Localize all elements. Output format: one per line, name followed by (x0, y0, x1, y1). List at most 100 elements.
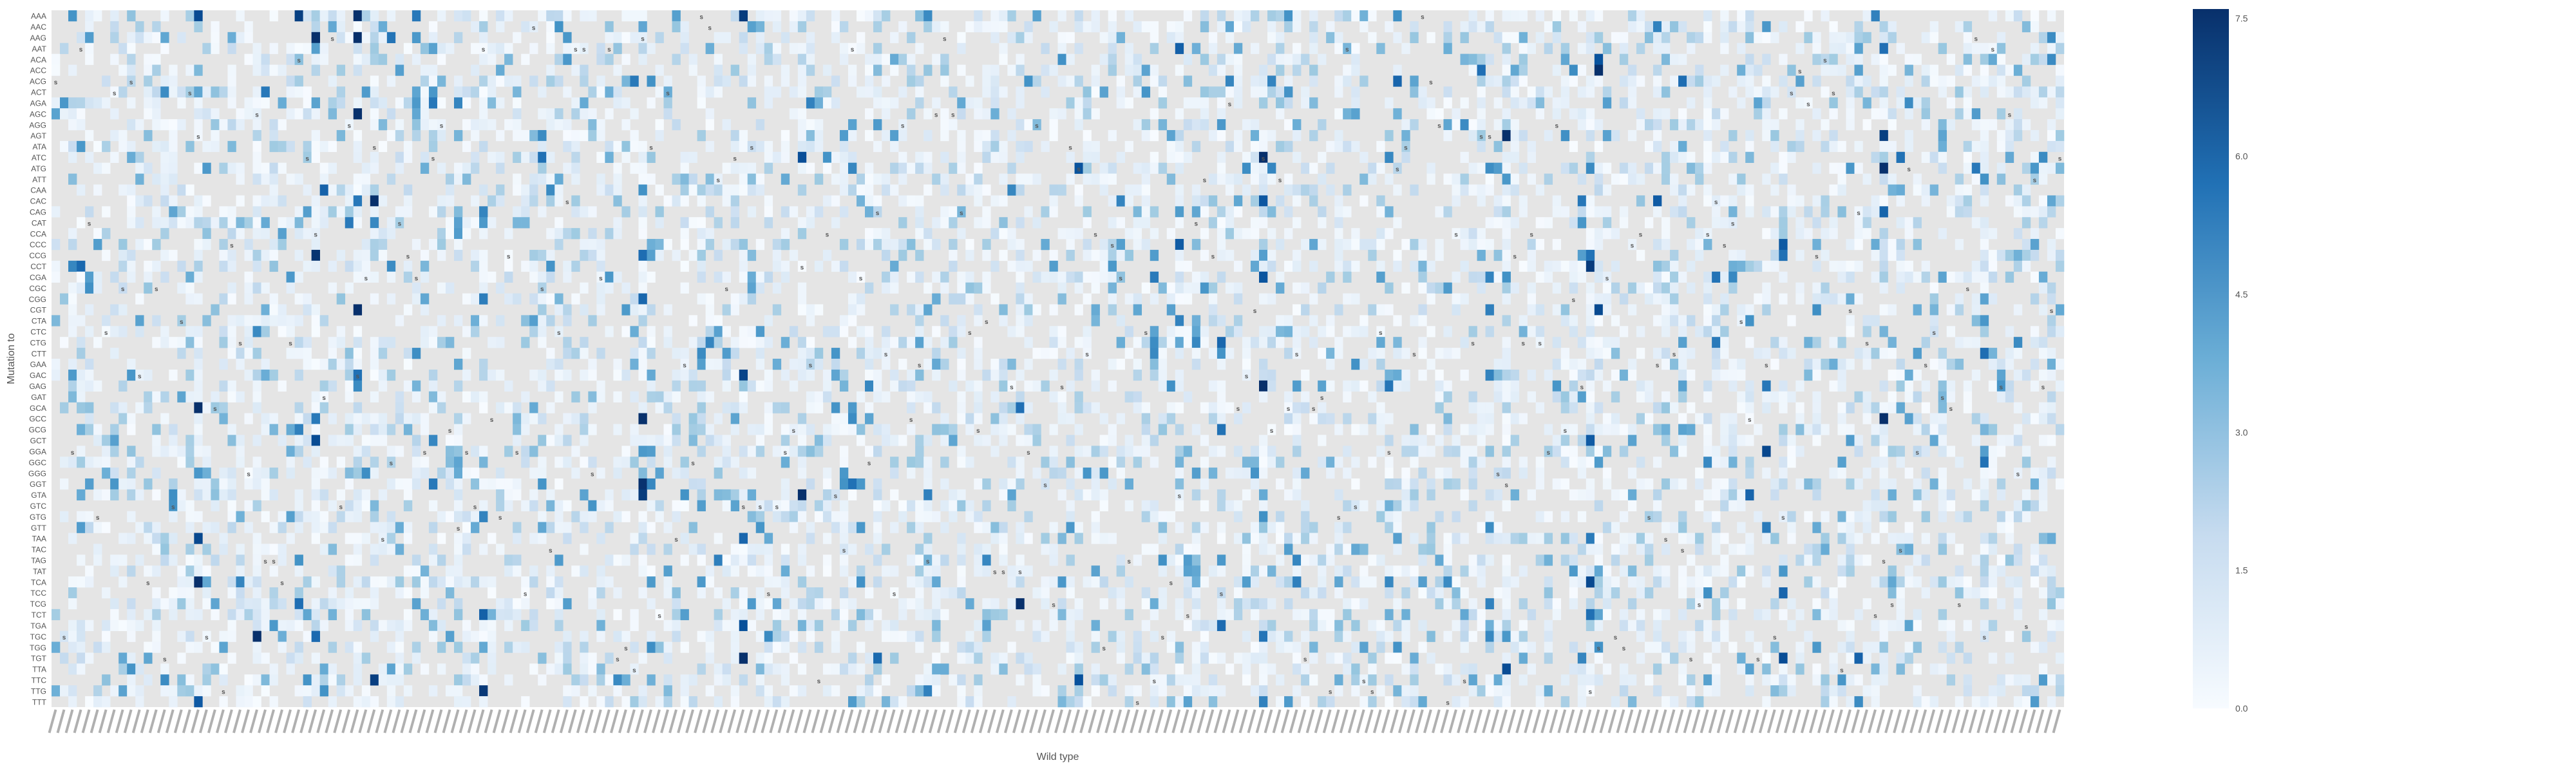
heatmap-cell (77, 457, 86, 468)
heatmap-cell (1208, 446, 1218, 457)
heatmap-cell (1259, 337, 1268, 348)
heatmap-cell (554, 435, 564, 446)
heatmap-cell (1293, 468, 1302, 479)
heatmap-cell (1083, 337, 1092, 348)
heatmap-cell (471, 326, 480, 337)
heatmap-cell (923, 162, 933, 174)
heatmap-cell (772, 43, 782, 54)
heatmap-cell (546, 151, 555, 163)
heatmap-cell (923, 609, 933, 621)
heatmap-cell (144, 565, 153, 577)
heatmap-cell (370, 511, 379, 522)
heatmap-cell (1385, 468, 1394, 479)
heatmap-cell (764, 162, 773, 174)
heatmap-cell (848, 271, 857, 283)
heatmap-cell (252, 391, 261, 402)
heatmap-cell (286, 108, 295, 120)
heatmap-cell (1166, 140, 1176, 153)
heatmap-cell (294, 108, 303, 120)
heatmap-cell (1183, 75, 1193, 87)
heatmap-cell (932, 271, 941, 283)
heatmap-cell (1535, 326, 1545, 337)
heatmap-cell (303, 435, 312, 446)
heatmap-cell (77, 380, 86, 392)
heatmap-cell (328, 565, 337, 577)
heatmap-cell (974, 348, 983, 359)
heatmap-cell (135, 696, 144, 708)
heatmap-cell (68, 293, 77, 305)
heatmap-cell (940, 359, 949, 370)
heatmap-cell (1493, 119, 1502, 131)
heatmap-cell (496, 369, 505, 381)
heatmap-cell (1175, 206, 1184, 218)
heatmap-cell (370, 206, 379, 218)
heatmap-cell (1326, 359, 1335, 370)
heatmap-cell (965, 293, 974, 305)
heatmap-cell (353, 140, 363, 153)
heatmap-cell (1477, 162, 1486, 174)
heatmap-cell (1527, 151, 1536, 163)
heatmap-cell (697, 217, 706, 229)
heatmap-cell (328, 500, 337, 511)
heatmap-cell (1552, 282, 1562, 294)
heatmap-cell (974, 391, 983, 402)
heatmap-cell (638, 348, 647, 359)
heatmap-cell (890, 304, 899, 316)
heatmap-cell (1493, 162, 1502, 174)
heatmap-cell (1116, 315, 1125, 326)
heatmap-cell (839, 413, 849, 424)
heatmap-cell (1385, 630, 1394, 642)
heatmap-cell (496, 43, 505, 54)
heatmap-cell (361, 696, 371, 708)
heatmap-cell (1544, 576, 1553, 588)
heatmap-cell (764, 271, 773, 283)
heatmap-cell (244, 97, 253, 109)
heatmap-cell (730, 195, 740, 207)
heatmap-cell (194, 565, 203, 577)
heatmap-cell (747, 620, 757, 631)
heatmap-cell (797, 293, 807, 305)
heatmap-cell (982, 544, 991, 555)
heatmap-cell (77, 97, 86, 109)
heatmap-cell (915, 206, 924, 218)
heatmap-cell (236, 435, 245, 446)
heatmap-cell (563, 271, 572, 283)
heatmap-cell (663, 239, 672, 251)
heatmap-cell (1401, 43, 1410, 54)
heatmap-cell (1385, 652, 1394, 664)
heatmap-cell (353, 359, 363, 370)
heatmap-cell (437, 391, 446, 402)
heatmap-cell (1284, 696, 1293, 708)
heatmap-cell (1108, 260, 1117, 272)
heatmap-cell (403, 663, 413, 675)
heatmap-cell (898, 53, 907, 65)
heatmap-cell (1083, 173, 1092, 185)
heatmap-cell (77, 663, 86, 675)
heatmap-cell (1410, 696, 1419, 708)
heatmap-cell (974, 641, 983, 653)
heatmap-cell (1477, 565, 1486, 577)
heatmap-cell (244, 326, 253, 337)
heatmap-cell (177, 217, 186, 229)
heatmap-cell (68, 457, 77, 468)
heatmap-cell (1577, 369, 1587, 381)
heatmap-cell (797, 468, 807, 479)
heatmap-cell (1175, 696, 1184, 708)
heatmap-cell (1091, 108, 1100, 120)
heatmap-cell (1007, 129, 1016, 142)
heatmap-cell (319, 663, 328, 675)
heatmap-cell (1225, 468, 1235, 479)
heatmap-cell (278, 195, 287, 207)
heatmap-cell (185, 282, 194, 294)
heatmap-cell (655, 239, 664, 251)
heatmap-cell (865, 369, 874, 381)
heatmap-cell (135, 162, 144, 174)
heatmap-cell (1351, 64, 1360, 76)
heatmap-cell (1175, 641, 1184, 653)
heatmap-cell (185, 554, 194, 566)
heatmap-cell (1016, 32, 1025, 44)
heatmap-cell (546, 293, 555, 305)
heatmap-cell (1393, 64, 1402, 76)
heatmap-cell (1502, 565, 1511, 577)
heatmap-cell (739, 544, 748, 555)
